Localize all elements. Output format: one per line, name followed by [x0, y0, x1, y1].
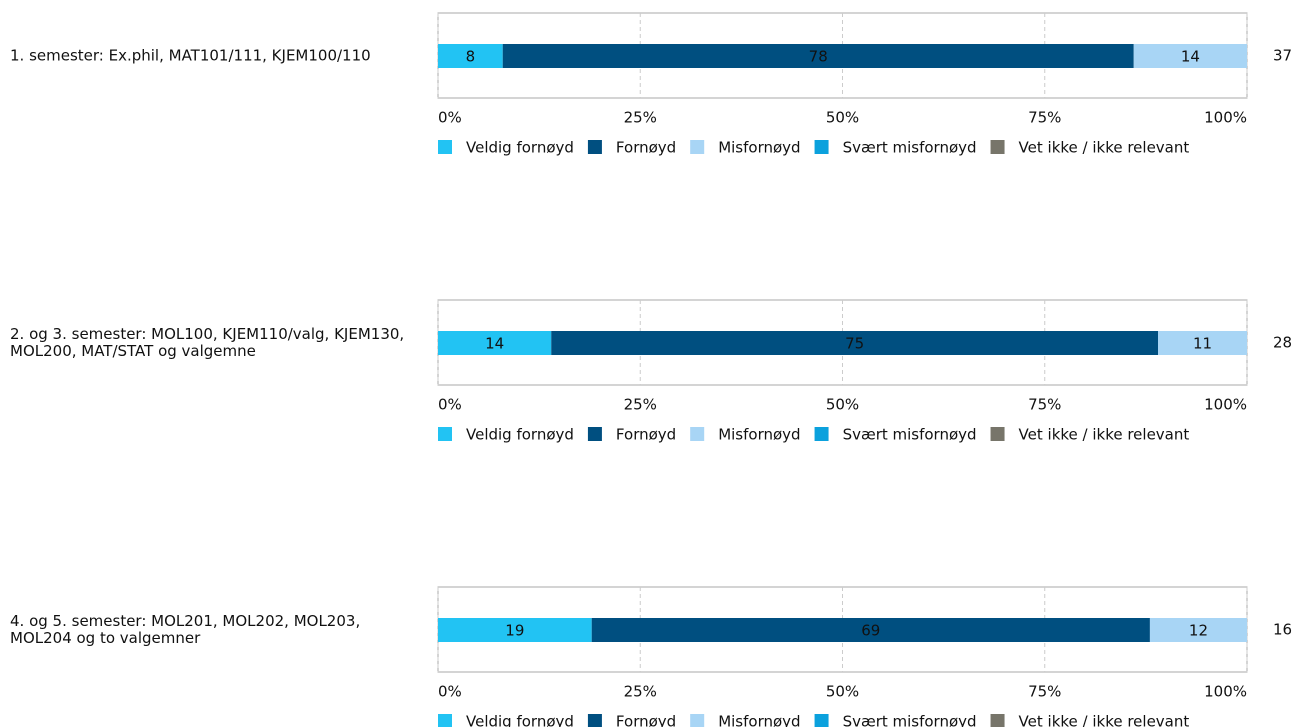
x-tick-label: 75%: [1028, 109, 1061, 127]
x-tick-label: 25%: [624, 683, 657, 701]
bar-segment: [438, 618, 592, 642]
bar-segment: [1158, 331, 1247, 355]
data-label: 8: [466, 48, 476, 66]
legend-swatch: [587, 714, 602, 727]
x-tick-label: 75%: [1028, 683, 1061, 701]
x-tick-label: 0%: [438, 396, 462, 414]
legend-label: Misfornøyd: [718, 426, 800, 444]
legend-label: Svært misfornøyd: [843, 139, 977, 157]
legend-label: Svært misfornøyd: [843, 426, 977, 444]
legend-swatch: [438, 714, 452, 727]
legend-swatch: [690, 140, 705, 154]
legend-label: Misfornøyd: [718, 139, 800, 157]
bar-segment: [1133, 44, 1247, 68]
legend-label: Fornøyd: [616, 426, 676, 444]
count-label: 16: [1273, 621, 1292, 639]
bar-segment: [591, 618, 1150, 642]
x-tick-label: 0%: [438, 109, 462, 127]
legend-swatch: [814, 714, 829, 727]
data-label: 14: [1181, 48, 1200, 66]
data-label: 12: [1189, 622, 1208, 640]
bar-segment: [502, 44, 1134, 68]
count-label: 28: [1273, 334, 1292, 352]
legend-label: Fornøyd: [616, 713, 676, 727]
legend-swatch: [814, 140, 829, 154]
x-tick-label: 25%: [624, 109, 657, 127]
x-tick-label: 100%: [1204, 396, 1247, 414]
bar-segment: [438, 331, 552, 355]
x-tick-label: 25%: [624, 396, 657, 414]
x-tick-label: 50%: [826, 396, 859, 414]
legend-swatch: [438, 140, 452, 154]
data-label: 78: [809, 48, 828, 66]
count-label: 37: [1273, 47, 1292, 65]
legend-label: Vet ikke / ikke relevant: [1019, 139, 1190, 157]
bar-segment: [438, 44, 503, 68]
legend-swatch: [990, 140, 1005, 154]
legend-label: Vet ikke / ikke relevant: [1019, 713, 1190, 727]
legend-swatch: [690, 427, 705, 441]
legend-label: Veldig fornøyd: [466, 426, 574, 444]
legend-swatch: [438, 427, 452, 441]
legend-label: Svært misfornøyd: [843, 713, 977, 727]
legend-swatch: [587, 427, 602, 441]
data-label: 14: [485, 335, 504, 353]
data-label: 69: [861, 622, 880, 640]
x-tick-label: 75%: [1028, 396, 1061, 414]
x-tick-label: 50%: [826, 683, 859, 701]
category-label: 1. semester: Ex.phil, MAT101/111, KJEM10…: [10, 46, 371, 65]
x-tick-label: 100%: [1204, 683, 1247, 701]
category-label: 2. og 3. semester: MOL100, KJEM110/valg,…: [10, 325, 405, 360]
legend-swatch: [814, 427, 829, 441]
legend-swatch: [690, 714, 705, 727]
legend-swatch: [990, 714, 1005, 727]
data-label: 19: [505, 622, 524, 640]
x-tick-label: 0%: [438, 683, 462, 701]
bar-segment: [1149, 618, 1247, 642]
legend-label: Vet ikke / ikke relevant: [1019, 426, 1190, 444]
x-tick-label: 100%: [1204, 109, 1247, 127]
data-label: 75: [845, 335, 864, 353]
legend-swatch: [990, 427, 1005, 441]
legend-label: Veldig fornøyd: [466, 139, 574, 157]
x-tick-label: 50%: [826, 109, 859, 127]
legend-label: Fornøyd: [616, 139, 676, 157]
category-label: 4. og 5. semester: MOL201, MOL202, MOL20…: [10, 612, 361, 647]
bar-segment: [551, 331, 1159, 355]
legend-swatch: [587, 140, 602, 154]
data-label: 11: [1193, 335, 1212, 353]
legend-label: Veldig fornøyd: [466, 713, 574, 727]
legend-label: Misfornøyd: [718, 713, 800, 727]
